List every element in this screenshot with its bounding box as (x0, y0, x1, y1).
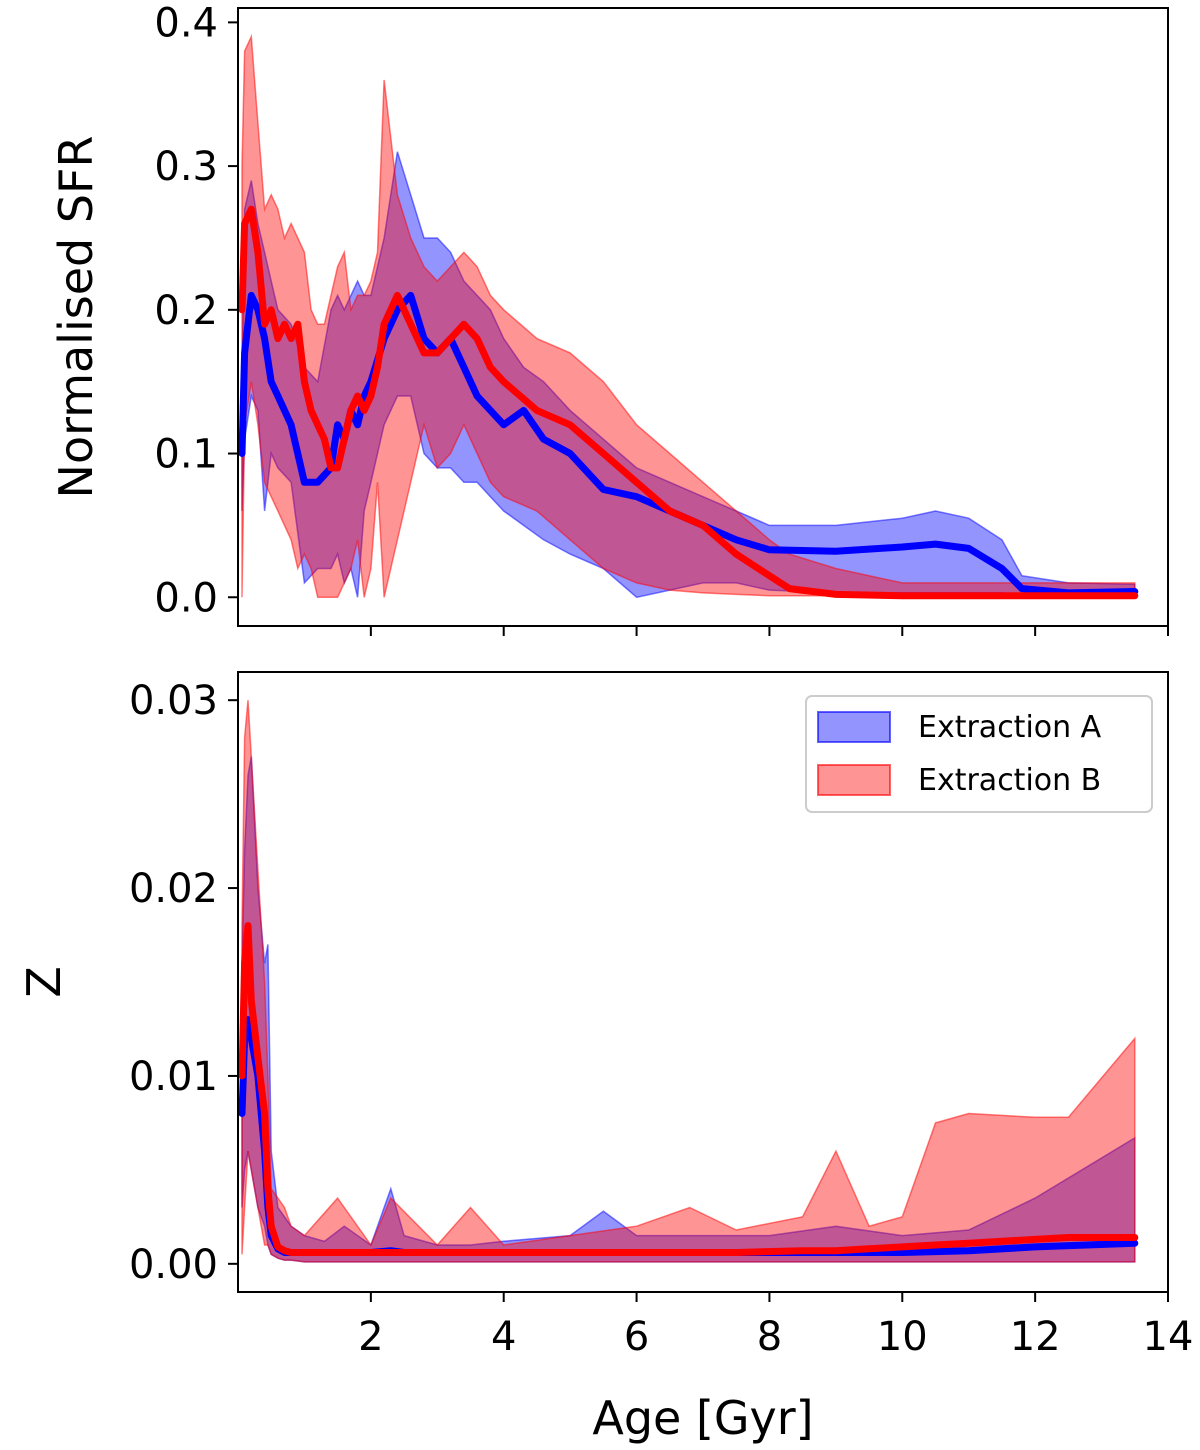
z-plot-frame (237, 671, 1169, 1293)
z-x-tick-label: 2 (358, 1314, 383, 1360)
sfr-y-tick-label: 0.0 (154, 575, 218, 621)
z-y-tick-label: 0.01 (129, 1054, 218, 1100)
sfr-y-tick-label: 0.3 (154, 144, 218, 190)
z-x-tick-label: 4 (491, 1314, 516, 1360)
z-x-tick-label: 10 (877, 1314, 928, 1360)
z-line-extraction-b (238, 922, 1139, 1256)
z-x-tick-label: 14 (1143, 1314, 1194, 1360)
z-x-tick-label: 8 (757, 1314, 782, 1360)
sfr-y-axis-label: Normalised SFR (49, 136, 103, 499)
sfr-line-extraction-b (238, 205, 1139, 600)
z-y-tick-label: 0.02 (129, 866, 218, 912)
sfr-series-layer (238, 33, 1139, 600)
z-x-tick-label: 12 (1010, 1314, 1061, 1360)
z-y-tick-label: 0.03 (129, 678, 218, 724)
sfr-x-ticks (369, 626, 1169, 636)
z-series-layer (238, 700, 1139, 1263)
z-band-extraction-b (241, 700, 1136, 1263)
sfr-y-ticks: 0.0 0.1 0.2 0.3 0.4 (154, 0, 238, 621)
legend-label-extraction-a: Extraction A (918, 710, 1102, 745)
legend: Extraction A Extraction B (805, 695, 1153, 813)
z-y-ticks: 0.00 0.01 0.02 0.03 (129, 678, 238, 1288)
sfr-y-tick-label: 0.1 (154, 432, 218, 478)
sfr-plot-frame (237, 7, 1169, 627)
z-x-ticks: 2 4 6 8 10 12 14 (358, 1292, 1193, 1360)
legend-swatch-extraction-a (817, 711, 891, 743)
sfr-y-tick-label: 0.4 (154, 0, 218, 46)
legend-swatch-extraction-b (817, 764, 891, 796)
x-axis-label: Age [Gyr] (592, 1391, 813, 1445)
z-y-axis-label: Z (17, 966, 71, 998)
legend-label-extraction-b: Extraction B (918, 763, 1101, 798)
z-y-tick-label: 0.00 (129, 1242, 218, 1288)
metallicity-panel: 0.000.010.020.03 2 4 6 8 10 12 14 Z Age [Gyr] … (17, 671, 1193, 1445)
legend-frame (805, 695, 1153, 813)
z-x-tick-label: 6 (624, 1314, 649, 1360)
sfr-y-tick-label: 0.2 (154, 288, 218, 334)
sfr-panel: 0.0 0.1 0.2 0.3 0.4 Normalised SFR (49, 0, 1169, 636)
